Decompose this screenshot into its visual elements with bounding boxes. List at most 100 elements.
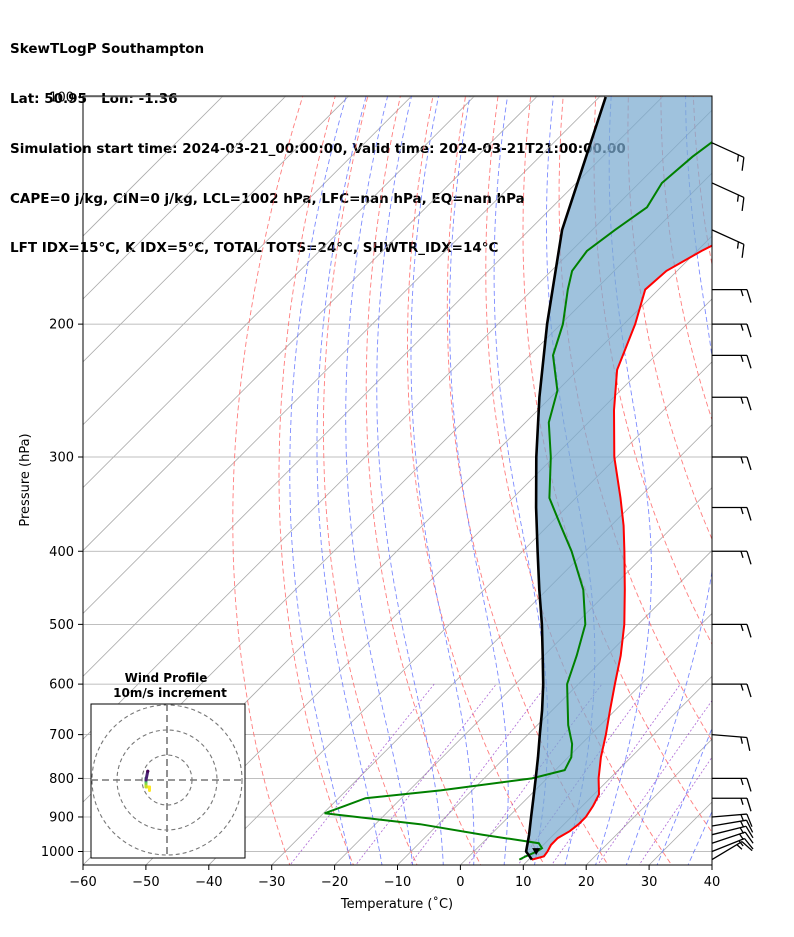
time-line: Simulation start time: 2024-03-21_00:00:… xyxy=(10,140,626,157)
wind-barb xyxy=(712,550,752,565)
profiles xyxy=(324,96,712,861)
barb-half-flag xyxy=(740,778,744,786)
barb-shaft xyxy=(711,142,745,158)
chart-title: SkewTLogP Southampton xyxy=(10,41,205,58)
y-tick-label: 1000 xyxy=(41,845,74,860)
x-tick-label: 40 xyxy=(704,875,721,890)
moist-adiabat xyxy=(687,810,712,865)
barb-half-flag xyxy=(740,814,745,822)
y-axis-label: Pressure (hPa) xyxy=(18,433,33,526)
isotherm-line xyxy=(396,549,712,865)
x-tick-label: 30 xyxy=(641,875,658,890)
dry-adiabat xyxy=(627,96,712,541)
barb-half-flag xyxy=(740,624,744,632)
barb-half-flag xyxy=(736,241,740,249)
wind-barb xyxy=(712,777,752,792)
wind-barb xyxy=(711,142,745,171)
barb-half-flag xyxy=(738,840,744,847)
y-tick-label: 300 xyxy=(49,450,74,465)
y-tick-label: 900 xyxy=(49,810,74,825)
y-tick-label: 200 xyxy=(49,318,74,333)
cape-cin-fill xyxy=(526,97,712,860)
dry-adiabat xyxy=(407,96,545,865)
barb-half-flag xyxy=(736,194,740,202)
wind-barb xyxy=(711,229,745,258)
isotherm-line xyxy=(83,96,601,614)
y-tick-label: 800 xyxy=(49,772,74,787)
barb-flag xyxy=(741,197,745,212)
isotherm-line xyxy=(271,424,712,865)
x-tick-label: −30 xyxy=(258,875,285,890)
y-tick-label: 400 xyxy=(49,545,74,560)
barb-half-flag xyxy=(740,456,744,464)
wind-barb xyxy=(711,825,754,839)
barb-flag xyxy=(744,831,754,844)
wind-barb xyxy=(711,819,754,833)
x-tick-label: 0 xyxy=(456,875,464,890)
dry-adiabat xyxy=(485,96,673,865)
moist-adiabat xyxy=(345,96,414,865)
x-tick-label: −60 xyxy=(69,875,96,890)
wind-barb xyxy=(711,841,753,861)
barb-flag xyxy=(745,819,754,833)
parcel-path-line xyxy=(524,96,607,861)
moist-adiabat xyxy=(289,96,352,865)
barb-flag xyxy=(746,683,752,698)
wind-barb xyxy=(712,323,752,338)
barb-flag xyxy=(746,737,751,751)
dry-adiabat xyxy=(278,96,354,865)
barb-half-flag xyxy=(740,355,744,363)
barb-half-flag xyxy=(740,289,744,297)
barb-flag xyxy=(746,507,752,521)
y-tick-label: 700 xyxy=(49,728,74,743)
moist-adiabat xyxy=(595,96,652,865)
y-tick-label: 600 xyxy=(49,678,74,693)
wind-barbs xyxy=(711,142,754,861)
wind-barb xyxy=(712,797,752,812)
dewpoint-line xyxy=(324,140,712,861)
dry-adiabat xyxy=(522,96,712,834)
wind-barb xyxy=(712,354,752,369)
indices-line-2: LFT IDX=15°C, K IDX=5°C, TOTAL TOTS=24°C… xyxy=(10,240,499,257)
dry-adiabat xyxy=(756,63,794,883)
axes: −60 −50 −40 −30 −20 −10 0 10 20 30 40 100 200 300 400 5… xyxy=(41,91,720,891)
barb-flag xyxy=(746,798,752,812)
wind-barb xyxy=(712,456,752,471)
barb-flag xyxy=(745,825,754,839)
isotherm-line xyxy=(83,96,476,489)
barb-flag xyxy=(746,289,752,303)
location-line: Lat: 50.95 Lon: -1.36 xyxy=(10,90,178,107)
barb-flag xyxy=(746,355,752,369)
y-tick-label: 500 xyxy=(49,618,74,633)
barb-flag xyxy=(746,624,752,638)
wind-barb xyxy=(712,623,752,638)
dry-adiabat xyxy=(725,63,794,883)
moist-adiabat xyxy=(625,96,712,865)
isotherm-line xyxy=(83,96,224,237)
isotherm-line xyxy=(83,96,413,426)
barb-shaft xyxy=(711,182,745,199)
lcl-marker xyxy=(532,848,541,856)
dry-adiabat xyxy=(446,96,609,865)
isotherm-line xyxy=(334,487,712,865)
wind-barb xyxy=(711,733,751,751)
barb-half-flag xyxy=(739,827,745,834)
mixing-ratio-line xyxy=(597,699,712,865)
wind-barb xyxy=(712,683,752,698)
barb-half-flag xyxy=(740,736,743,744)
moist-adiabat xyxy=(449,96,509,865)
barb-half-flag xyxy=(736,154,740,162)
dry-adiabat xyxy=(365,96,482,865)
moist-adiabat xyxy=(711,80,794,883)
isotherm-line xyxy=(83,96,350,363)
moist-adiabat xyxy=(376,96,444,865)
isotherm-line xyxy=(83,96,664,677)
dry-adiabat xyxy=(788,63,794,883)
barb-half-flag xyxy=(740,323,744,331)
x-tick-label: −50 xyxy=(132,875,159,890)
barb-flag xyxy=(741,157,745,171)
isotherm-line xyxy=(83,96,287,300)
inset-subtitle: 10m/s increment xyxy=(113,686,227,700)
barb-flag xyxy=(746,778,752,792)
